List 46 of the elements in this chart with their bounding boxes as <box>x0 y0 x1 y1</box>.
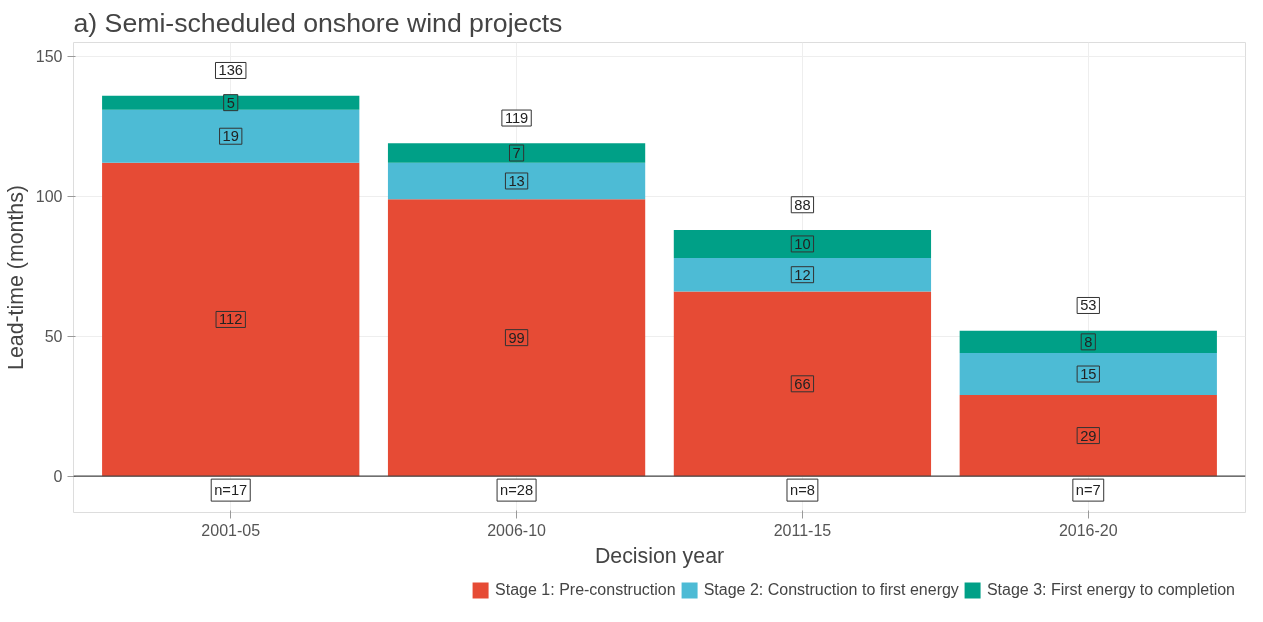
y-tick-label: 100 <box>35 188 63 206</box>
x-tick-label: 2006-10 <box>487 521 547 539</box>
bar <box>673 257 932 292</box>
bar <box>102 162 360 477</box>
bar <box>959 395 1217 477</box>
x-axis-title: Decision year <box>594 543 725 568</box>
legend-label: Stage 2: Construction to first energy <box>703 581 959 599</box>
bar <box>673 229 932 258</box>
y-axis-title: Lead-time (months) <box>3 185 28 370</box>
total-label: 136 <box>218 62 243 79</box>
data-label: 8 <box>1084 333 1093 350</box>
y-tick-label: 0 <box>53 468 63 486</box>
data-label: 29 <box>1080 427 1097 444</box>
annotation: n=28 <box>500 482 534 499</box>
bar <box>102 109 360 163</box>
data-label: 99 <box>508 329 525 346</box>
y-tick-label: 50 <box>44 328 63 346</box>
total-label: 88 <box>794 196 811 213</box>
data-label: 12 <box>794 266 811 283</box>
annotation: n=17 <box>214 482 248 499</box>
bar <box>673 291 932 477</box>
x-tick-label: 2011-15 <box>773 521 832 539</box>
total-label: 119 <box>504 110 529 127</box>
bar <box>959 353 1217 395</box>
data-label: 19 <box>222 128 239 145</box>
bar <box>387 143 646 163</box>
legend-label: Stage 3: First energy to completion <box>986 581 1235 599</box>
total-label: 53 <box>1080 297 1097 314</box>
data-label: 7 <box>512 145 521 162</box>
data-label: 15 <box>1080 366 1097 383</box>
data-label: 13 <box>508 172 525 189</box>
data-label: 112 <box>219 311 243 328</box>
bar <box>102 95 360 110</box>
annotation: n=7 <box>1075 482 1101 499</box>
data-label: 10 <box>794 235 811 252</box>
legend-label: Stage 1: Pre-construction <box>495 581 676 599</box>
data-label: 5 <box>226 94 235 111</box>
y-tick-label: 150 <box>35 48 63 66</box>
bar <box>959 330 1217 354</box>
x-tick-label: 2001-05 <box>201 521 261 539</box>
bar <box>387 162 646 200</box>
data-label: 66 <box>794 375 811 392</box>
chart-title: a) Semi-scheduled onshore wind projects <box>73 7 563 38</box>
x-tick-label: 2016-20 <box>1058 521 1118 539</box>
annotation: n=8 <box>790 482 815 499</box>
bar <box>387 199 646 477</box>
